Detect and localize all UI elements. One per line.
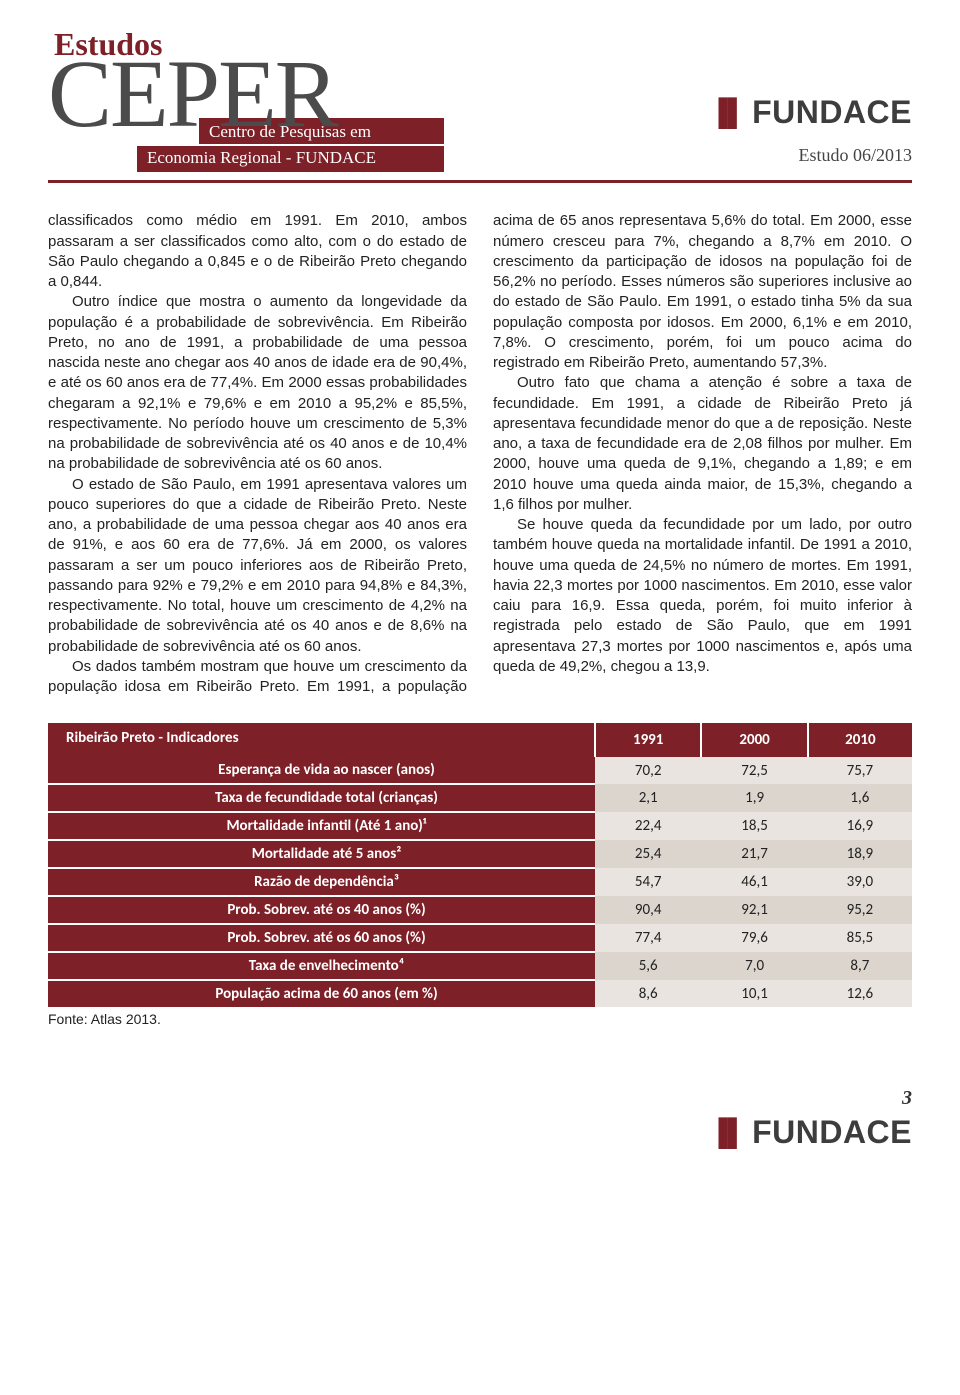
row-value: 5,6 <box>595 952 701 980</box>
row-value: 72,5 <box>701 757 807 784</box>
row-value: 77,4 <box>595 924 701 952</box>
row-value: 46,1 <box>701 868 807 896</box>
row-value: 39,0 <box>808 868 912 896</box>
table-row: Razão de dependência³ 54,7 46,1 39,0 <box>48 868 912 896</box>
table-row: Prob. Sobrev. até os 40 anos (%) 90,4 92… <box>48 896 912 924</box>
row-value: 75,7 <box>808 757 912 784</box>
subtitle-bar-1: Centro de Pesquisas em <box>196 118 444 144</box>
table-row: Prob. Sobrev. até os 60 anos (%) 77,4 79… <box>48 924 912 952</box>
footer-fundace-logo: ▐▌ FUNDACE <box>709 1114 912 1151</box>
row-value: 8,6 <box>595 980 701 1007</box>
row-label: Razão de dependência³ <box>48 868 595 896</box>
paragraph-2: Outro índice que mostra o aumento da lon… <box>48 292 467 474</box>
fundace-text: FUNDACE <box>752 94 912 131</box>
row-label: Taxa de fecundidade total (crianças) <box>48 784 595 812</box>
table-source: Fonte: Atlas 2013. <box>48 1011 912 1027</box>
paragraph-1: classificados como médio em 1991. Em 201… <box>48 211 467 292</box>
row-value: 90,4 <box>595 896 701 924</box>
fundace-logo: ▐▌ FUNDACE <box>709 94 912 131</box>
row-label: Prob. Sobrev. até os 40 anos (%) <box>48 896 595 924</box>
row-value: 1,9 <box>701 784 807 812</box>
table-header-row: Ribeirão Preto - Indicadores 1991 2000 2… <box>48 723 912 757</box>
row-value: 21,7 <box>701 840 807 868</box>
table-row: Mortalidade até 5 anos² 25,4 21,7 18,9 <box>48 840 912 868</box>
year-col-1: 1991 <box>595 723 701 757</box>
row-value: 92,1 <box>701 896 807 924</box>
row-label: Mortalidade até 5 anos² <box>48 840 595 868</box>
table-row: Mortalidade infantil (Até 1 ano)¹ 22,4 1… <box>48 812 912 840</box>
paragraph-3: O estado de São Paulo, em 1991 apresenta… <box>48 475 467 657</box>
row-value: 2,1 <box>595 784 701 812</box>
subtitle-bar-2: Economia Regional - FUNDACE <box>134 146 444 172</box>
row-label: Taxa de envelhecimento⁴ <box>48 952 595 980</box>
table-body: Esperança de vida ao nascer (anos) 70,2 … <box>48 757 912 1007</box>
row-value: 79,6 <box>701 924 807 952</box>
row-value: 54,7 <box>595 868 701 896</box>
row-value: 18,9 <box>808 840 912 868</box>
header-right: ▐▌ FUNDACE Estudo 06/2013 <box>709 94 912 172</box>
body-text: classificados como médio em 1991. Em 201… <box>48 211 912 697</box>
study-number: Estudo 06/2013 <box>709 145 912 166</box>
row-value: 18,5 <box>701 812 807 840</box>
row-value: 22,4 <box>595 812 701 840</box>
year-col-3: 2010 <box>808 723 912 757</box>
row-label: Esperança de vida ao nascer (anos) <box>48 757 595 784</box>
page-number: 3 <box>902 1087 912 1110</box>
fundace-mark-icon: ▐▌ <box>709 1118 746 1148</box>
header-left: Estudos CEPER Centro de Pesquisas em Eco… <box>48 30 444 172</box>
table-row: Esperança de vida ao nascer (anos) 70,2 … <box>48 757 912 784</box>
row-value: 95,2 <box>808 896 912 924</box>
row-label: Prob. Sobrev. até os 60 anos (%) <box>48 924 595 952</box>
row-value: 10,1 <box>701 980 807 1007</box>
page-header: Estudos CEPER Centro de Pesquisas em Eco… <box>48 30 912 183</box>
footer-logo-row: ▐▌ FUNDACE <box>48 1114 912 1151</box>
table-title-cell: Ribeirão Preto - Indicadores <box>48 723 595 757</box>
row-label: População acima de 60 anos (em %) <box>48 980 595 1007</box>
page-footer: 3 <box>48 1087 912 1110</box>
row-label: Mortalidade infantil (Até 1 ano)¹ <box>48 812 595 840</box>
row-value: 12,6 <box>808 980 912 1007</box>
fundace-mark-icon: ▐▌ <box>709 98 746 128</box>
paragraph-5: Outro fato que chama a atenção é sobre a… <box>493 373 912 515</box>
table-row: População acima de 60 anos (em %) 8,6 10… <box>48 980 912 1007</box>
fundace-text: FUNDACE <box>752 1114 912 1151</box>
row-value: 85,5 <box>808 924 912 952</box>
indicators-table-wrap: Ribeirão Preto - Indicadores 1991 2000 2… <box>48 723 912 1027</box>
year-col-2: 2000 <box>701 723 807 757</box>
paragraph-6: Se houve queda da fecundidade por um lad… <box>493 515 912 677</box>
table-row: Taxa de fecundidade total (crianças) 2,1… <box>48 784 912 812</box>
row-value: 8,7 <box>808 952 912 980</box>
indicators-table: Ribeirão Preto - Indicadores 1991 2000 2… <box>48 723 912 1007</box>
row-value: 25,4 <box>595 840 701 868</box>
row-value: 70,2 <box>595 757 701 784</box>
page: Estudos CEPER Centro de Pesquisas em Eco… <box>0 0 960 1171</box>
row-value: 7,0 <box>701 952 807 980</box>
table-row: Taxa de envelhecimento⁴ 5,6 7,0 8,7 <box>48 952 912 980</box>
row-value: 1,6 <box>808 784 912 812</box>
row-value: 16,9 <box>808 812 912 840</box>
